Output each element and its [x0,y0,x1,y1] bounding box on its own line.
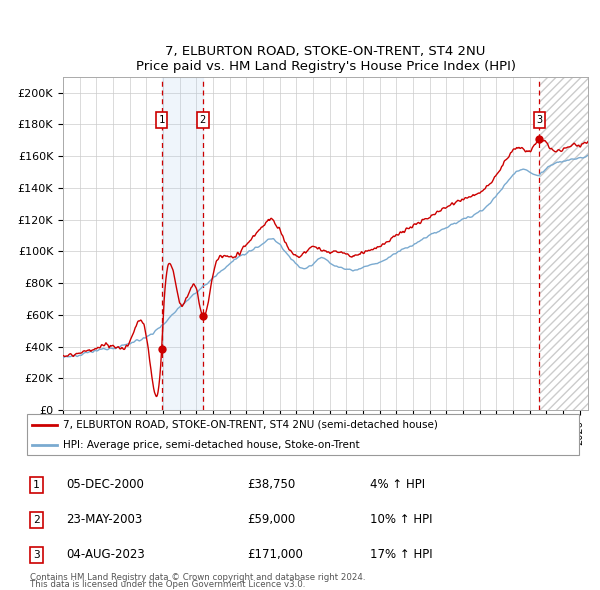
Text: This data is licensed under the Open Government Licence v3.0.: This data is licensed under the Open Gov… [30,581,305,589]
Title: 7, ELBURTON ROAD, STOKE-ON-TRENT, ST4 2NU
Price paid vs. HM Land Registry's Hous: 7, ELBURTON ROAD, STOKE-ON-TRENT, ST4 2N… [136,45,515,73]
Text: 1: 1 [33,480,40,490]
Text: 05-DEC-2000: 05-DEC-2000 [66,478,144,491]
Text: 3: 3 [536,115,542,125]
Text: 2: 2 [200,115,206,125]
Text: £171,000: £171,000 [247,548,303,561]
Text: 04-AUG-2023: 04-AUG-2023 [66,548,145,561]
FancyBboxPatch shape [27,414,579,455]
Text: 4% ↑ HPI: 4% ↑ HPI [370,478,425,491]
Text: £38,750: £38,750 [247,478,295,491]
Text: Contains HM Land Registry data © Crown copyright and database right 2024.: Contains HM Land Registry data © Crown c… [30,573,365,582]
Bar [161,77,203,410]
Text: 1: 1 [158,115,165,125]
Text: 23-MAY-2003: 23-MAY-2003 [66,513,142,526]
Text: £59,000: £59,000 [247,513,295,526]
Text: 10% ↑ HPI: 10% ↑ HPI [370,513,433,526]
Text: 7, ELBURTON ROAD, STOKE-ON-TRENT, ST4 2NU (semi-detached house): 7, ELBURTON ROAD, STOKE-ON-TRENT, ST4 2N… [63,420,438,430]
Text: 3: 3 [33,550,40,560]
Bar [539,77,588,410]
Bar [539,77,588,410]
Text: 17% ↑ HPI: 17% ↑ HPI [370,548,433,561]
Text: 2: 2 [33,515,40,525]
Text: HPI: Average price, semi-detached house, Stoke-on-Trent: HPI: Average price, semi-detached house,… [63,440,359,450]
